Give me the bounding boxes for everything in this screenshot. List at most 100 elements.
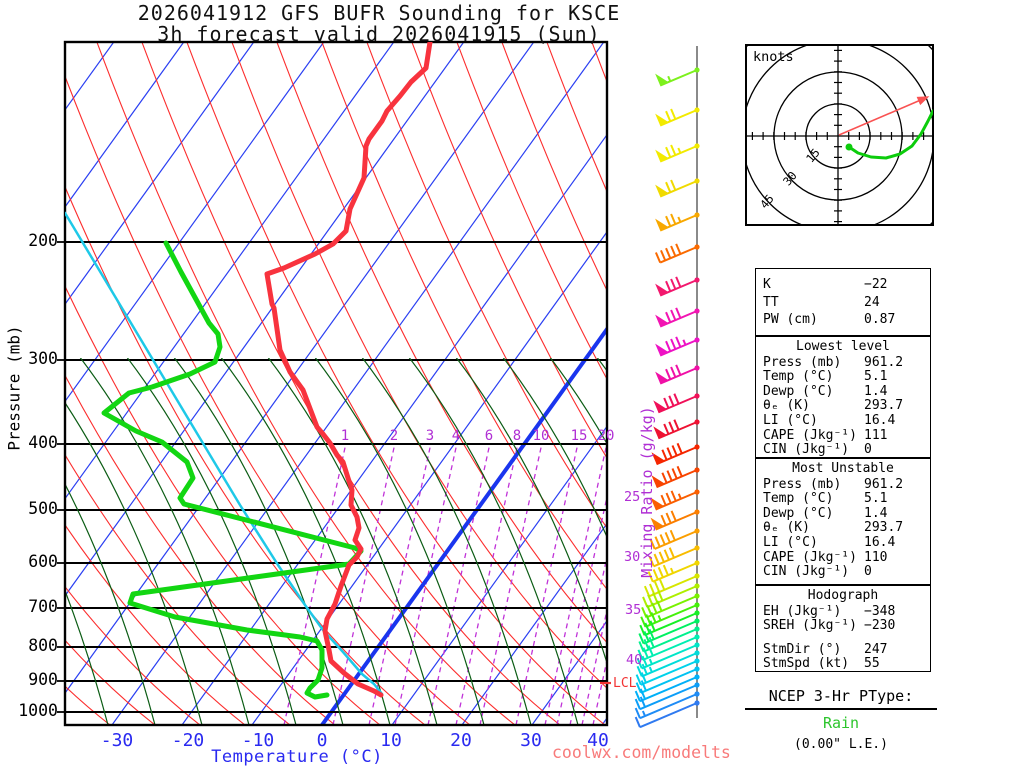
wind-barb-tick — [641, 663, 648, 675]
stats-box-hodograph: Hodograph EH (Jkg⁻¹) −348 SREH (Jkg⁻¹) −230 S… — [755, 585, 931, 672]
isotherm-line — [391, 425, 607, 725]
wind-barb-shaft — [653, 547, 698, 568]
mixing-ratio-edge-label: 35 — [625, 602, 642, 618]
stat-value: 961.2 — [864, 354, 904, 370]
stat-label: θₑ (K) — [763, 520, 810, 536]
wind-barb-tick — [663, 397, 670, 409]
stats-box-lowest-level: Lowest level Press (mb) 961.2 Temp (°C) 5.1 D… — [755, 336, 931, 458]
wind-barb-shaft — [659, 145, 698, 163]
mixing-ratio-label: 10 — [532, 428, 550, 444]
wind-barb — [638, 618, 700, 645]
mixing-ratio-line — [394, 445, 458, 725]
lcl-label: LCL — [613, 676, 637, 691]
wind-barb-tick — [665, 146, 672, 158]
stats-row: CIN (Jkg⁻¹) 0 — [763, 565, 930, 580]
wind-barb-tick — [649, 583, 656, 595]
wind-barb — [642, 583, 700, 608]
sounding-curves — [65, 42, 433, 700]
wind-barb-shaft — [659, 310, 698, 328]
wind-barb-flag — [655, 113, 669, 126]
wind-barb-station-dot — [694, 143, 700, 149]
wind-barb-station-dot — [694, 602, 700, 608]
page-title: 2026041912 GFS BUFR Sounding for KSCE — [137, 1, 621, 25]
pressure-tick-label: 900 — [28, 670, 58, 689]
mixing-ratio-line — [581, 609, 607, 725]
moist-adiabat-line — [596, 358, 607, 372]
wind-barb-tick — [670, 213, 677, 225]
wind-barb-station-dot — [694, 545, 700, 551]
stat-label: StmSpd (kt) — [763, 656, 850, 672]
wind-barb-station-dot — [694, 634, 700, 640]
wind-barb-tick — [642, 596, 649, 608]
wind-barb-shaft — [640, 668, 698, 694]
dry-adiabat-line — [456, 42, 607, 381]
temperature-tick-label: 20 — [450, 730, 472, 751]
wind-barb — [643, 573, 700, 598]
hodograph-trace-origin-dot — [845, 143, 853, 151]
wind-barb-tick — [668, 421, 675, 433]
wind-barb-shaft — [659, 69, 698, 87]
mixing-ratio-line — [556, 496, 607, 725]
stat-label: LI (°C) — [763, 534, 818, 550]
wind-barb-station-dot — [694, 650, 700, 656]
moist-adiabat-line — [220, 358, 391, 725]
temperature-tick-label: -30 — [100, 730, 134, 751]
moist-adiabat-line — [549, 358, 607, 445]
wind-barb-tick — [659, 534, 666, 546]
wind-barb-shaft — [656, 446, 698, 466]
mixing-ratio-label: 15 — [570, 428, 588, 444]
pressure-tick-label: 800 — [28, 636, 58, 655]
isotherm-line — [65, 42, 465, 597]
watermark-link[interactable]: coolwx.com/modelts — [552, 743, 731, 762]
dry-adiabat-line — [65, 639, 156, 725]
wind-barb-shaft — [641, 644, 698, 670]
wind-barb-station-dot — [694, 489, 700, 495]
stat-value: 961.2 — [864, 476, 904, 492]
wind-barb-tick — [635, 682, 642, 694]
wind-barb-tick — [647, 571, 654, 583]
wind-barb-flag — [651, 475, 665, 488]
wind-barb-tick — [656, 600, 663, 612]
stats-row: CAPE (Jkg⁻¹) 111 — [763, 428, 930, 444]
moist-adiabat-line — [408, 358, 579, 725]
stat-value: 24 — [864, 294, 880, 310]
pressure-tick-label: 600 — [28, 552, 58, 571]
wind-barb-tick — [671, 445, 678, 456]
pressure-axis-label: Pressure (mb) — [4, 325, 24, 451]
wind-barb — [634, 691, 700, 720]
stats-box-title: Lowest level — [796, 339, 890, 354]
wind-barb-shaft — [659, 109, 698, 127]
pressure-tick-label: 300 — [28, 349, 58, 368]
plot-border — [63, 40, 609, 727]
wind-barb-station-dot — [694, 337, 700, 343]
wind-barb-tick — [649, 538, 656, 550]
stat-label: θₑ (K) — [763, 398, 810, 414]
wind-barb-tick — [675, 307, 682, 319]
isotherm-line — [65, 42, 185, 208]
wind-barb-station-dot — [694, 610, 700, 616]
mixing-ratio-line — [515, 445, 579, 725]
wind-barb-halftick — [667, 75, 672, 82]
stat-value: 16.4 — [864, 534, 896, 550]
wind-barb-tick — [652, 569, 659, 580]
wind-barb-tick — [645, 614, 652, 626]
wind-barb — [653, 419, 700, 440]
wind-barb — [647, 560, 700, 583]
hodograph-ring-label: 15 — [803, 146, 823, 166]
wind-barb-tick — [643, 585, 651, 597]
wind-barb-column — [634, 46, 700, 729]
wind-barb-tick — [675, 364, 682, 376]
wind-barb — [634, 674, 700, 703]
wind-barb — [635, 658, 700, 686]
wind-barb-tick — [648, 555, 655, 567]
wind-barb-halftick — [670, 567, 675, 574]
stats-box-most-unstable: Most Unstable Press (mb) 961.2 Temp (°C) 5.1… — [755, 458, 931, 585]
wind-barb-station-dot — [694, 178, 700, 184]
wind-barb-tick — [654, 581, 661, 593]
wind-barb-tick — [634, 716, 641, 728]
wind-barb-tick — [660, 514, 667, 526]
wind-barb — [648, 545, 700, 568]
wind-barb-tick — [649, 620, 656, 632]
wind-barb-flag — [653, 426, 667, 439]
stat-value: 0.87 — [864, 312, 896, 327]
